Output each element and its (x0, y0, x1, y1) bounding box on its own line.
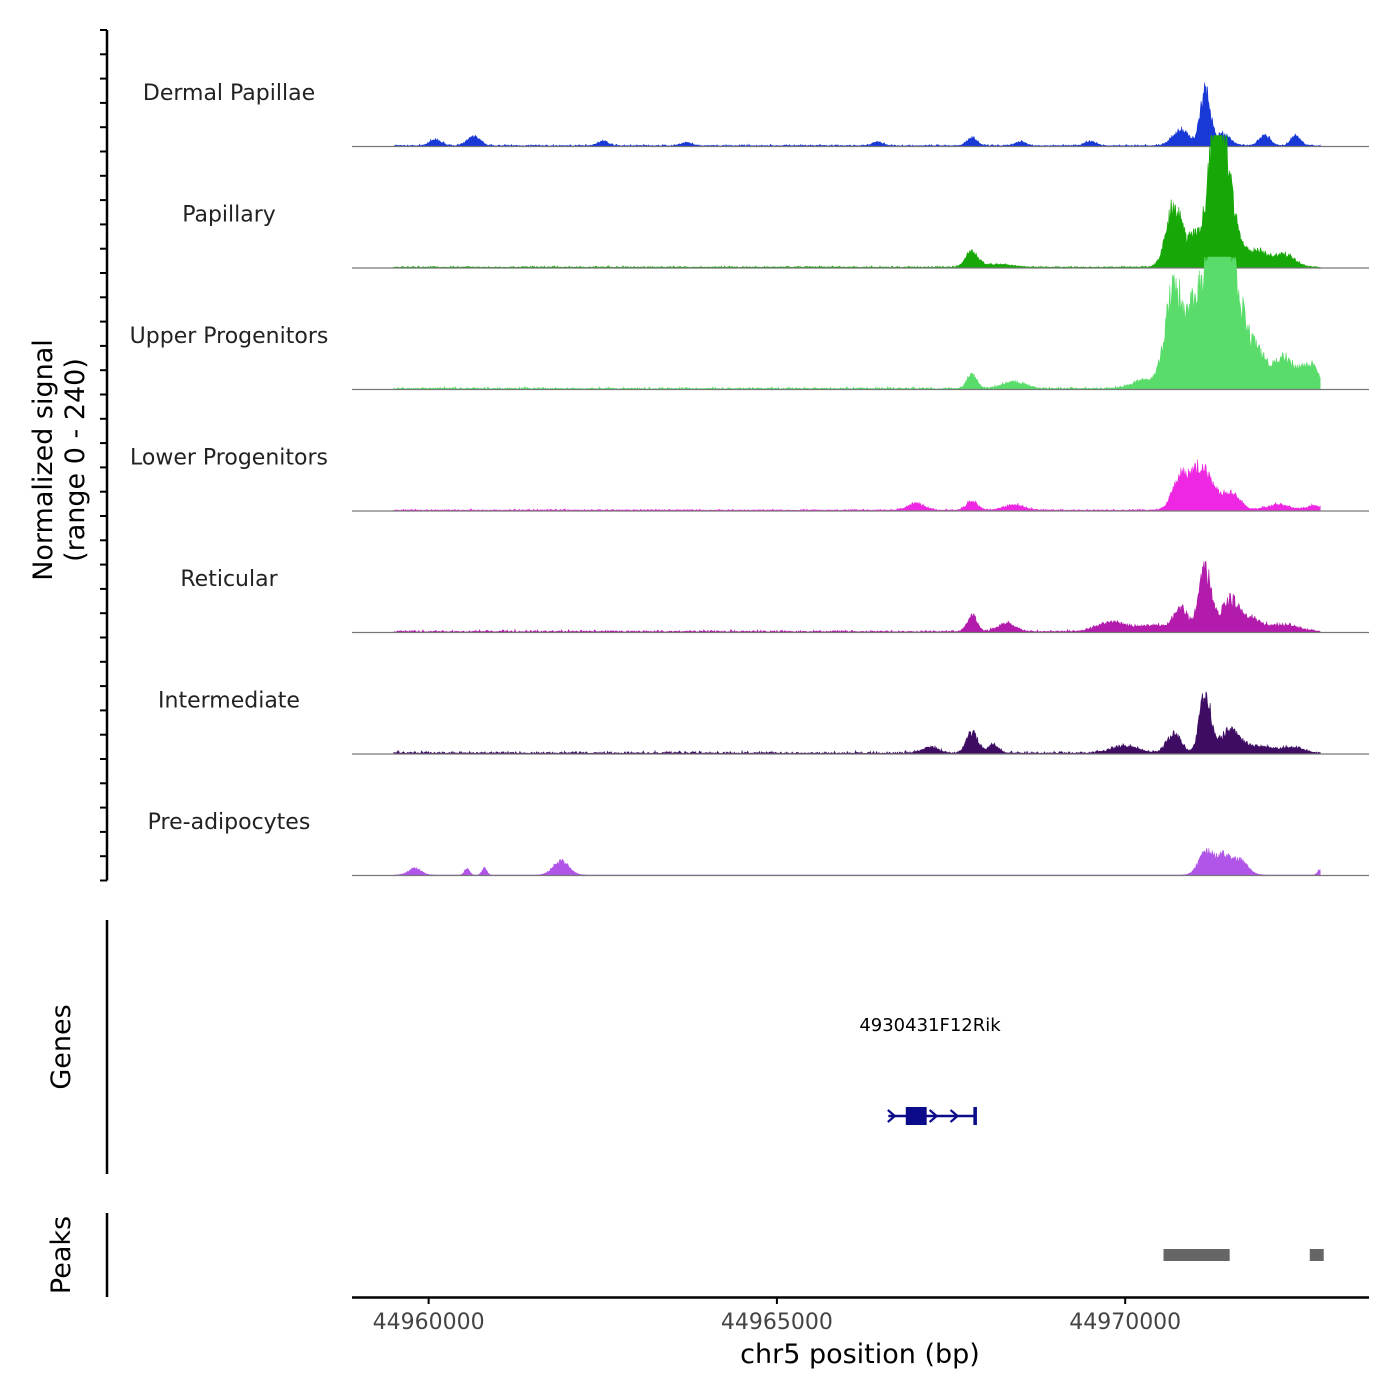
track-pre-adipocytes: Pre-adipocytes (148, 810, 1369, 877)
coverage-area (393, 847, 1321, 876)
peak-track: Peaks (46, 1213, 1324, 1297)
y-axis-title-line1: Normalized signal (28, 339, 59, 581)
x-axis-tick-label: 44960000 (373, 1310, 485, 1335)
track-reticular: Reticular (180, 560, 1369, 634)
coverage-area (393, 256, 1321, 390)
coverage-area (393, 82, 1321, 147)
track-intermediate: Intermediate (158, 689, 1369, 755)
gene-track: Genes 4930431F12Rik (46, 920, 1001, 1174)
peaks-track-label: Peaks (46, 1216, 77, 1294)
x-axis-tick-label: 44965000 (721, 1310, 833, 1335)
track-label: Dermal Papillae (143, 81, 315, 106)
peak-region (1163, 1249, 1230, 1261)
track-label: Reticular (180, 567, 278, 592)
gene-exon (905, 1107, 927, 1125)
track-label: Intermediate (158, 689, 300, 714)
track-papillary: Papillary (182, 135, 1369, 269)
track-label: Pre-adipocytes (148, 810, 311, 835)
x-axis: chr5 position (bp) 44960000 44965000 44970… (352, 1296, 1369, 1370)
track-upper-progenitors: Upper Progenitors (130, 256, 1369, 391)
track-label: Lower Progenitors (130, 446, 328, 471)
y-axis-title-line2: (range 0 - 240) (60, 358, 91, 562)
strand-arrow-icon (928, 1109, 939, 1123)
y-axis-title: Normalized signal (range 0 - 240) (28, 339, 91, 581)
strand-arrow-icon (949, 1109, 960, 1123)
x-axis-tick-label: 44970000 (1069, 1310, 1181, 1335)
x-axis-title: chr5 position (bp) (740, 1339, 980, 1370)
peak-region (1309, 1249, 1324, 1261)
coverage-area (392, 560, 1321, 633)
track-dermal-papillae: Dermal Papillae (143, 81, 1369, 148)
coverage-tracks: Dermal Papillae Papillary Upper Progenitor… (130, 81, 1369, 877)
coverage-area (393, 691, 1321, 755)
track-lower-progenitors: Lower Progenitors (130, 446, 1369, 512)
coverage-area (393, 459, 1321, 512)
track-label: Papillary (182, 203, 276, 228)
gene-name-label: 4930431F12Rik (859, 1015, 1001, 1036)
genes-track-label: Genes (46, 1004, 77, 1089)
coverage-area (393, 135, 1321, 269)
coverage-axis (100, 29, 109, 882)
strand-arrow-icon (887, 1109, 897, 1123)
track-label: Upper Progenitors (130, 324, 329, 349)
